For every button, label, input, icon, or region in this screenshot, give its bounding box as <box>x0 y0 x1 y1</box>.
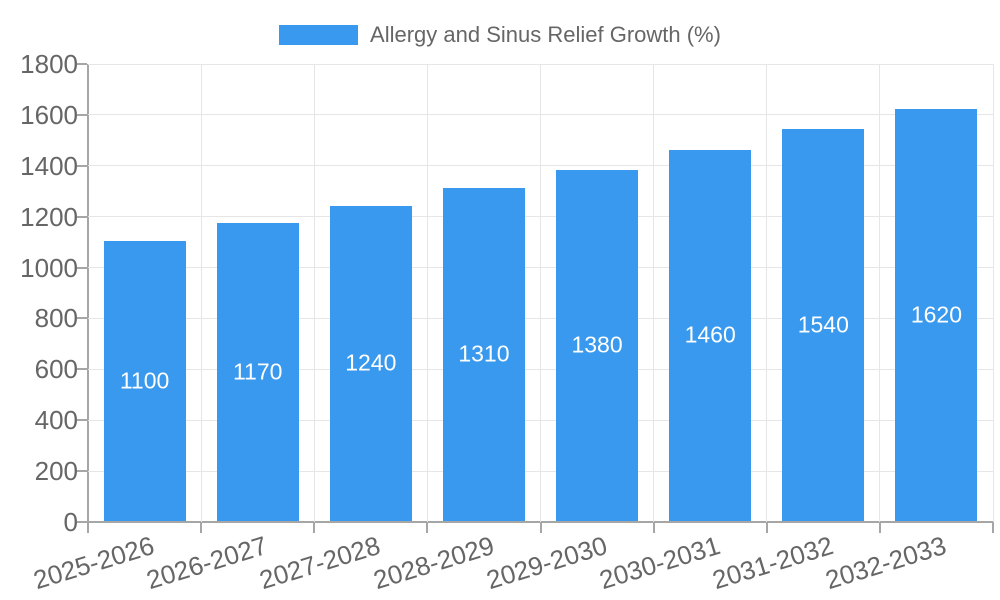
y-axis-label: 600 <box>34 354 78 385</box>
y-tick <box>77 215 87 218</box>
legend-swatch <box>279 25 359 45</box>
y-axis-label: 800 <box>34 303 78 334</box>
y-axis-label: 1800 <box>20 49 78 79</box>
y-axis-label: 1400 <box>20 150 78 181</box>
x-tick <box>87 522 89 533</box>
bar-value-label: 1170 <box>232 358 283 385</box>
y-tick <box>77 164 87 167</box>
x-tick <box>878 522 881 533</box>
x-axis-label: 2027-2028 <box>256 530 384 596</box>
gridline-v <box>766 64 768 522</box>
bar[interactable]: 1540 <box>782 129 865 521</box>
bar[interactable]: 1100 <box>103 241 186 521</box>
y-tick <box>77 63 87 65</box>
y-tick <box>77 470 87 473</box>
gridline-v <box>540 64 541 522</box>
gridline-v <box>200 64 202 522</box>
bar[interactable]: 1310 <box>442 187 525 521</box>
y-axis-label: 200 <box>34 456 78 487</box>
x-tick <box>765 522 768 533</box>
x-tick <box>652 522 655 533</box>
bar-value-label: 1380 <box>571 331 623 358</box>
x-tick <box>992 522 994 533</box>
y-axis-label: 0 <box>63 507 78 537</box>
x-axis-label: 2032-2033 <box>821 530 950 596</box>
bar-value-label: 1540 <box>797 311 849 338</box>
legend-label: Allergy and Sinus Relief Growth (%) <box>370 22 721 47</box>
x-tick <box>200 522 203 533</box>
x-tick <box>426 522 429 533</box>
bar[interactable]: 1380 <box>556 169 639 521</box>
bar[interactable]: 1620 <box>895 108 978 521</box>
x-tick <box>313 522 316 533</box>
y-axis-label: 1600 <box>20 99 78 130</box>
y-tick <box>77 419 87 422</box>
gridline-v <box>426 64 428 522</box>
bar-value-label: 1240 <box>345 349 397 376</box>
bar[interactable]: 1240 <box>329 205 412 521</box>
bar[interactable]: 1170 <box>216 223 299 521</box>
legend-item[interactable]: Allergy and Sinus Relief Growth (%) <box>0 22 1000 48</box>
y-tick <box>77 266 87 269</box>
y-axis-label: 1200 <box>20 201 78 232</box>
gridline-v <box>313 64 315 522</box>
bar-value-label: 1100 <box>119 367 170 394</box>
y-axis-label: 1000 <box>20 252 78 283</box>
y-tick <box>77 521 87 523</box>
x-axis-label: 2030-2031 <box>595 530 724 596</box>
bar[interactable]: 1460 <box>669 149 752 521</box>
x-tick <box>539 522 542 533</box>
x-axis-label: 2025-2026 <box>30 530 158 596</box>
x-axis-label: 2028-2029 <box>369 530 498 596</box>
y-tick <box>77 113 87 116</box>
x-axis-label: 2026-2027 <box>143 530 271 596</box>
x-axis-label: 2031-2032 <box>708 530 837 596</box>
bar-value-label: 1620 <box>910 301 963 328</box>
gridline-v <box>879 64 881 522</box>
bar-value-label: 1310 <box>458 340 510 367</box>
y-tick <box>77 317 87 320</box>
y-tick <box>77 368 87 371</box>
bar-value-label: 1460 <box>684 321 736 348</box>
plot-area: 1100 1170 1240 1310 1380 1460 1540 1620 <box>77 63 994 533</box>
x-axis-label: 2029-2030 <box>482 530 611 596</box>
y-axis-label: 400 <box>34 405 78 436</box>
gridline-v <box>992 64 994 522</box>
y-axis-line <box>87 64 89 523</box>
gridline-v <box>653 64 655 522</box>
